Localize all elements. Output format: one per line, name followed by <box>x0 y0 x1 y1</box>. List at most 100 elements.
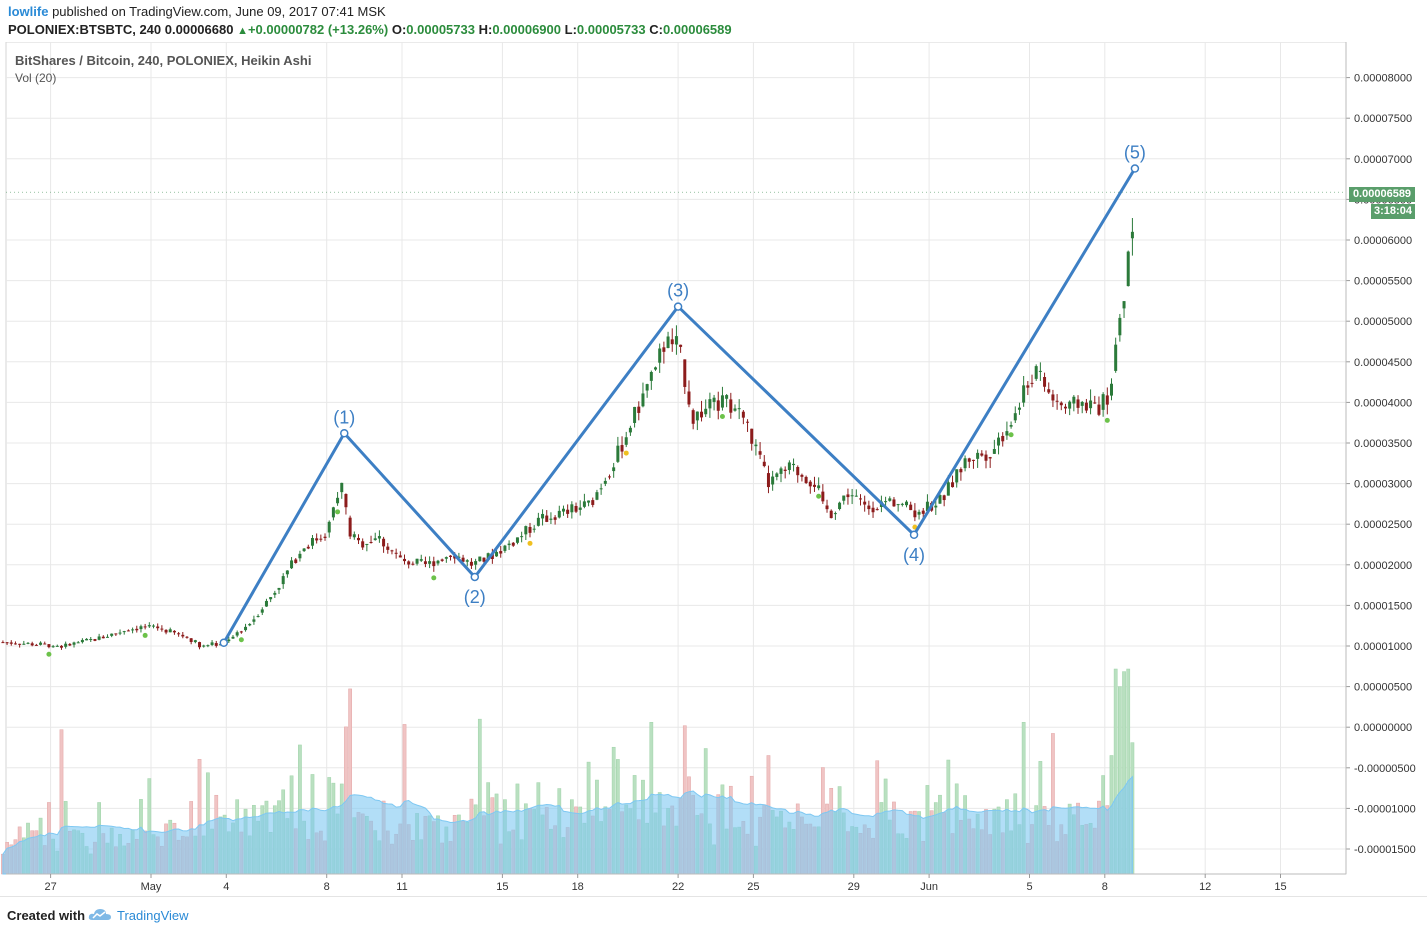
candle-body <box>89 639 93 641</box>
candle-body <box>817 485 821 489</box>
candle-body <box>80 639 84 643</box>
publish-line: lowlife published on TradingView.com, Ju… <box>8 4 386 19</box>
x-tick-label: 12 <box>1199 881 1211 893</box>
candle-body <box>896 504 900 506</box>
candle-body <box>93 639 97 641</box>
candle-body <box>260 609 264 613</box>
candle-body <box>1109 383 1113 396</box>
candle-body <box>122 631 126 633</box>
x-tick-label: Jun <box>920 881 938 893</box>
candle-body <box>1026 385 1030 388</box>
candle-body <box>771 476 775 485</box>
candle-body <box>700 411 704 418</box>
price-chart[interactable]: (1) (2) (3) (4) (5) 0.00008000 0.00007500 0.00… <box>0 42 1427 896</box>
wave-node <box>909 530 919 540</box>
candle-body <box>1022 385 1026 403</box>
candle-body <box>168 629 172 633</box>
author-link[interactable]: lowlife <box>8 4 49 19</box>
candle-body <box>691 410 695 424</box>
candle-body <box>712 397 716 402</box>
series-title: BitShares / Bitcoin, 240, POLONIEX, Heik… <box>15 53 312 68</box>
candle-body <box>988 457 992 459</box>
footer: Created with TradingView <box>0 896 1427 933</box>
candle-body <box>854 495 858 497</box>
candle-body <box>779 468 783 474</box>
volume-ma-area <box>2 775 1133 875</box>
candle-body <box>177 633 181 635</box>
candle-body <box>147 625 151 627</box>
candle-body <box>457 556 461 558</box>
candle-body <box>850 495 854 497</box>
publish-info: published on TradingView.com, June 09, 2… <box>52 4 386 19</box>
candle-body <box>461 557 465 562</box>
candle-body <box>624 437 628 445</box>
candle-body <box>465 560 469 562</box>
candle-body <box>955 469 959 483</box>
candle-body <box>239 631 243 633</box>
signal-dot <box>431 575 437 581</box>
candle-body <box>352 534 356 538</box>
candle-body <box>528 526 532 533</box>
candle-body <box>365 543 369 545</box>
candle-body <box>654 367 658 370</box>
candle-body <box>1055 400 1059 402</box>
candle-body <box>214 643 218 646</box>
candle-body <box>1068 401 1072 409</box>
open-value: 0.00005733 <box>406 22 475 37</box>
candle-body <box>1089 400 1093 409</box>
countdown-tag: 3:18:04 <box>1371 204 1415 219</box>
candle-body <box>603 480 607 484</box>
candle-body <box>1093 402 1097 404</box>
candle-body <box>997 437 1001 446</box>
candle-body <box>390 550 394 552</box>
x-tick-label: 29 <box>848 881 860 893</box>
wave-node <box>470 572 480 582</box>
close-value: 0.00006589 <box>662 22 732 37</box>
candle-body <box>909 504 913 511</box>
candle-body <box>838 502 842 510</box>
candle-body <box>595 492 599 500</box>
candle-body <box>725 395 729 399</box>
wave-node <box>1130 164 1140 173</box>
candle-body <box>1122 301 1126 309</box>
candle-body <box>628 427 632 433</box>
signal-dot <box>46 651 52 657</box>
candle-body <box>344 493 348 508</box>
last-price-tag: 0.00006589 <box>1349 187 1415 202</box>
candle-body <box>796 467 800 476</box>
candle-body <box>1017 407 1021 410</box>
candle-body <box>55 645 59 647</box>
candle-body <box>336 497 340 504</box>
candle-body <box>934 505 938 508</box>
volume-title: Vol (20) <box>15 71 57 85</box>
candle-body <box>645 384 649 391</box>
candle-body <box>846 494 850 498</box>
candle-body <box>118 632 122 634</box>
candle-body <box>984 454 988 461</box>
candle-body <box>992 449 996 454</box>
candle-body <box>1038 370 1042 372</box>
candle-body <box>775 473 779 477</box>
candle-body <box>733 408 737 411</box>
candle-body <box>1063 406 1067 409</box>
candle-body <box>369 541 373 543</box>
x-tick-label: May <box>141 881 162 893</box>
close-label: C: <box>649 22 663 37</box>
candle-body <box>386 546 390 550</box>
candle-body <box>340 482 344 493</box>
candle-body <box>210 642 214 645</box>
candle-body <box>695 411 699 421</box>
candle-body <box>942 495 946 501</box>
candle-body <box>1047 389 1051 393</box>
candle-body <box>666 336 670 349</box>
candle-body <box>825 505 829 510</box>
candle-body <box>746 421 750 423</box>
signal-dot <box>142 632 148 638</box>
tradingview-link[interactable]: TradingView <box>117 908 189 923</box>
candle-body <box>1013 413 1017 421</box>
candle-body <box>235 632 239 636</box>
candle-body <box>875 509 879 511</box>
candle-body <box>126 630 130 632</box>
plot-frame <box>5 42 1347 875</box>
candle-body <box>884 501 888 503</box>
